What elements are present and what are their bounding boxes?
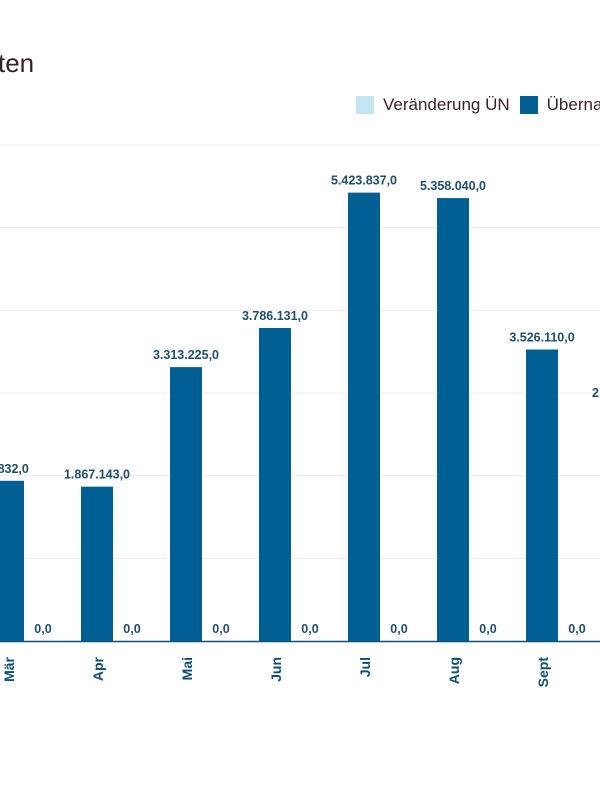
x-tick-label: Jul: [357, 657, 373, 677]
bar-Überna: [526, 349, 558, 641]
cutoff-value-label: 2: [592, 386, 599, 400]
zero-value-label: 0,0: [301, 622, 318, 636]
zero-value-label: 0,0: [390, 622, 407, 636]
chart-title: ten: [0, 48, 35, 78]
zero-value-label: 0,0: [212, 622, 229, 636]
bar-Überna: [259, 328, 291, 641]
bar-Überna: [0, 480, 24, 641]
bar-Überna: [437, 198, 469, 641]
bar-value-label: 5.423.837,0: [331, 174, 397, 188]
zero-value-label: 0,0: [568, 622, 585, 636]
legend: Veränderung ÜN Überna: [356, 95, 600, 115]
bar-value-label: 7.832,0: [0, 462, 29, 476]
zero-value-label: 0,0: [479, 622, 496, 636]
legend-swatch-veraenderung: [356, 96, 374, 114]
legend-item-uebernachtungen: Überna: [519, 95, 600, 115]
x-tick-label: Jun: [268, 657, 284, 682]
bar-value-label: 3.526.110,0: [509, 331, 574, 345]
x-tick-label: Sept: [535, 657, 551, 688]
legend-swatch-uebernachtungen: [519, 96, 538, 114]
x-tick-label: Aug: [446, 657, 462, 684]
x-tick-label: Mär: [1, 656, 17, 681]
x-tick-label: Apr: [90, 656, 106, 681]
bar-value-label: 5.358.040,0: [420, 179, 486, 193]
zero-value-label: 0,0: [123, 622, 140, 636]
legend-label-veraenderung: Veränderung ÜN: [383, 95, 510, 114]
bar-value-label: 1.867.143,0: [64, 468, 130, 482]
legend-item-veraenderung: Veränderung ÜN: [356, 95, 510, 115]
zero-value-label: 0,0: [34, 622, 51, 636]
bar-value-label: 3.786.131,0: [242, 309, 308, 323]
bar-Überna: [348, 192, 380, 642]
x-tick-label: Mai: [179, 657, 195, 680]
bar-value-label: 3.313.225,0: [153, 348, 219, 362]
bar-Überna: [81, 486, 113, 641]
legend-label-uebernachtungen: Überna: [546, 95, 600, 114]
bar-Überna: [170, 367, 202, 641]
